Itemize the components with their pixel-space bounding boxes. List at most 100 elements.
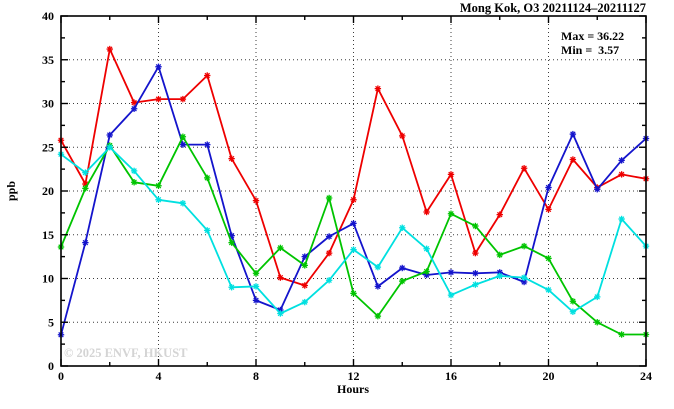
data-point-marker xyxy=(399,132,406,140)
series-day-2-blue xyxy=(57,63,650,338)
data-point-marker xyxy=(520,242,528,250)
data-point-marker xyxy=(399,277,406,285)
data-point-marker xyxy=(350,220,357,227)
data-point-marker xyxy=(106,131,113,139)
data-point-marker xyxy=(594,319,601,326)
data-point-marker xyxy=(82,169,89,176)
data-point-marker xyxy=(545,184,552,191)
data-point-marker xyxy=(496,272,503,280)
x-tick-label: 8 xyxy=(253,369,259,383)
data-point-marker xyxy=(520,278,528,286)
data-point-marker xyxy=(204,227,211,234)
data-point-marker xyxy=(447,291,455,299)
data-point-marker xyxy=(423,208,430,216)
x-tick-label: 16 xyxy=(445,369,457,383)
data-point-marker xyxy=(618,157,625,164)
watermark: © 2025 ENVF, HKUST xyxy=(64,346,188,360)
x-tick-label: 20 xyxy=(543,369,555,383)
data-point-marker xyxy=(472,281,479,288)
data-point-marker xyxy=(545,286,552,294)
data-point-marker xyxy=(204,72,211,79)
data-point-marker xyxy=(228,284,235,291)
data-point-marker xyxy=(82,239,89,246)
data-point-marker xyxy=(520,274,528,281)
data-point-marker xyxy=(179,141,187,148)
y-tick-label: 0 xyxy=(48,359,54,373)
data-point-marker xyxy=(155,95,162,103)
data-point-marker xyxy=(545,255,552,262)
data-point-marker xyxy=(569,156,577,163)
x-tick-label: 0 xyxy=(58,369,64,383)
x-tick-label: 24 xyxy=(640,369,652,383)
max-annotation: Max = 36.22 xyxy=(561,29,624,43)
data-point-marker xyxy=(106,144,113,151)
data-point-marker xyxy=(399,264,406,272)
data-point-marker xyxy=(277,244,284,252)
data-point-marker xyxy=(569,308,577,315)
data-point-marker xyxy=(374,283,382,290)
data-point-marker xyxy=(130,105,138,112)
data-point-marker xyxy=(350,246,357,253)
data-point-marker xyxy=(130,179,138,186)
data-point-marker xyxy=(545,206,552,213)
data-point-marker xyxy=(130,99,138,106)
data-point-marker xyxy=(130,167,138,175)
data-point-marker xyxy=(447,171,455,178)
data-point-marker xyxy=(374,85,382,92)
y-axis-label: ppb xyxy=(4,181,18,201)
data-point-marker xyxy=(423,245,430,252)
data-point-marker xyxy=(155,63,162,70)
y-tick-label: 5 xyxy=(48,315,54,329)
data-point-marker xyxy=(447,210,455,217)
data-point-marker xyxy=(301,282,308,289)
data-point-marker xyxy=(155,182,162,189)
data-point-marker xyxy=(228,239,235,246)
data-point-marker xyxy=(618,331,625,338)
data-point-marker xyxy=(204,174,211,182)
data-point-marker xyxy=(350,290,357,297)
y-tick-label: 30 xyxy=(42,97,54,111)
data-point-marker xyxy=(252,197,260,204)
data-point-marker xyxy=(277,310,284,317)
x-tick-label: 4 xyxy=(156,369,162,383)
data-point-marker xyxy=(569,130,577,138)
data-point-marker xyxy=(301,262,308,269)
data-point-marker xyxy=(325,233,333,240)
min-annotation: Min = 3.57 xyxy=(561,43,619,57)
data-point-marker xyxy=(399,224,406,231)
data-point-marker xyxy=(374,312,382,320)
data-point-marker xyxy=(106,45,113,53)
gridlines xyxy=(61,16,646,366)
data-point-marker xyxy=(179,133,187,140)
data-point-marker xyxy=(325,277,333,284)
data-point-marker xyxy=(423,268,430,275)
y-tick-label: 40 xyxy=(42,9,54,23)
y-tick-label: 25 xyxy=(42,140,54,154)
data-point-marker xyxy=(374,263,382,271)
data-point-marker xyxy=(301,253,308,260)
data-point-marker xyxy=(228,155,235,162)
data-point-marker xyxy=(350,196,357,203)
data-point-marker xyxy=(252,297,260,304)
data-point-marker xyxy=(252,283,260,290)
data-point-marker xyxy=(472,222,479,230)
data-point-marker xyxy=(447,269,455,276)
data-point-marker xyxy=(204,141,211,148)
data-point-marker xyxy=(325,194,333,202)
data-point-marker xyxy=(496,211,503,218)
data-point-marker xyxy=(618,215,625,223)
series-day-3-green xyxy=(57,133,650,338)
x-tick-label: 12 xyxy=(348,369,360,383)
y-tick-label: 10 xyxy=(42,272,54,286)
series-day-1-red xyxy=(57,45,650,289)
data-point-marker xyxy=(472,270,479,277)
data-point-marker xyxy=(179,95,187,103)
data-point-marker xyxy=(252,270,260,277)
y-tick-label: 35 xyxy=(42,53,54,67)
data-point-marker xyxy=(155,196,162,203)
data-point-marker xyxy=(472,249,479,257)
data-point-marker xyxy=(594,186,601,193)
y-tick-label: 20 xyxy=(42,184,54,198)
